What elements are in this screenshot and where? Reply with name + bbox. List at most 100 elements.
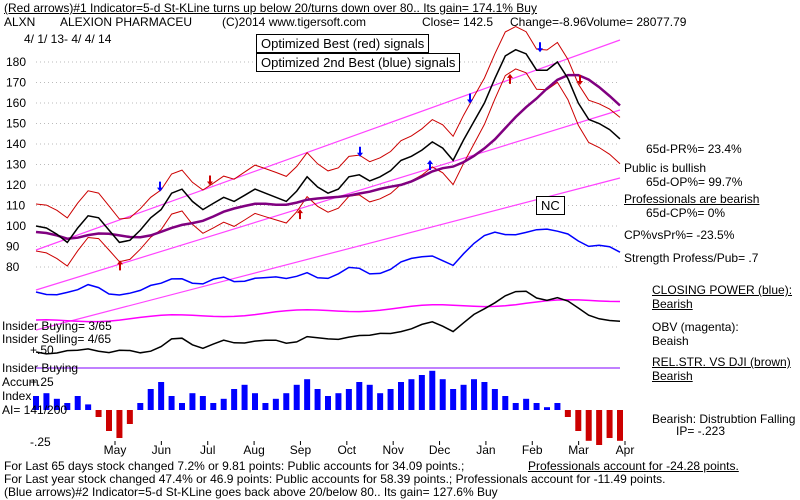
accum-bar — [387, 389, 394, 410]
accum-bar — [53, 398, 60, 410]
moving-average — [35, 73, 621, 240]
y-tick-label: 130 — [6, 158, 26, 172]
plus25-label: +.25 — [30, 375, 54, 389]
ai-label: AI= 141/200 — [2, 403, 68, 417]
accum-bar — [231, 389, 238, 410]
accum-bar — [158, 382, 165, 410]
minus25-label: -.25 — [30, 435, 51, 449]
accum-bar — [617, 410, 623, 441]
footer-line2: For Last year stock changed 47.4% or 46.… — [4, 472, 666, 486]
accum-bar — [533, 403, 540, 410]
header-line1: (Red arrows)#1 Indicator=5-d St-KLine tu… — [4, 1, 537, 15]
signal-arrow — [577, 75, 583, 85]
accum-bar — [377, 393, 384, 410]
accum-bar — [325, 396, 331, 410]
x-tick-label: Oct — [337, 443, 356, 457]
y-tick-label: 160 — [6, 96, 26, 110]
lower-indicators — [35, 228, 621, 355]
ip-text: IP= -.223 — [676, 424, 726, 438]
insider-buying-count: Insider Buying= 3/65 — [2, 319, 112, 333]
accum-bar — [272, 398, 279, 410]
accum-bar — [356, 382, 363, 410]
insider-selling-count: Insider Selling= 4/65 — [2, 332, 112, 346]
accum-bar — [575, 410, 582, 431]
pros-bearish-text: Professionals are bearish — [624, 192, 760, 206]
date-range: 4/ 1/ 13- 4/ 4/ 14 — [24, 32, 112, 46]
price-series — [35, 48, 621, 244]
accum-bar — [304, 379, 311, 410]
accum-bar — [95, 410, 102, 417]
accum-bar — [554, 403, 561, 410]
change-value: Change=-8.96 — [510, 15, 587, 29]
accum-bar — [544, 407, 550, 410]
x-tick-label: Jan — [476, 443, 495, 457]
accum-bar — [460, 384, 467, 410]
accum-bar — [585, 410, 592, 441]
accum-bar — [450, 389, 457, 410]
x-tick-label: Nov — [383, 443, 404, 457]
closing-power-label: CLOSING POWER (blue): — [652, 283, 793, 297]
accum-bar — [43, 393, 50, 410]
accum-bar — [283, 393, 290, 410]
accum-bar — [64, 403, 71, 410]
close-value: Close= 142.5 — [422, 15, 494, 29]
signal-arrow — [427, 159, 433, 170]
y-tick-label: 120 — [6, 178, 26, 192]
obv-line — [35, 298, 621, 323]
accum-bar — [481, 382, 488, 410]
accum-bar — [147, 389, 154, 410]
x-tick-label: Aug — [243, 443, 264, 457]
x-tick-label: Feb — [522, 443, 543, 457]
accum-bar — [596, 410, 603, 445]
middle-channel-line — [35, 109, 621, 291]
y-axis-tick-labels: 180 170 160 150 140 130 120 110 100 90 80 — [6, 55, 26, 274]
accum-index-histogram — [33, 367, 623, 445]
accum-bar — [512, 403, 519, 410]
accum-bar — [179, 403, 185, 410]
y-tick-label: 100 — [6, 219, 26, 233]
accum-bar — [335, 393, 342, 410]
copyright: (C)2014 www.tigersoft.com — [222, 15, 367, 29]
y-tick-label: 150 — [6, 117, 26, 131]
accum-bar — [220, 398, 227, 410]
accum-label: Accum — [2, 375, 39, 389]
upper-band — [35, 26, 621, 220]
bearish-dist-text: Bearish: Distrubtion Falling — [652, 412, 796, 426]
nc-label: NC — [536, 196, 565, 215]
closing-power-line — [35, 228, 621, 296]
accum-bar — [345, 389, 352, 410]
accum-bar — [606, 410, 613, 438]
x-tick-label: Jul — [200, 443, 215, 457]
accum-bar — [74, 396, 81, 410]
x-tick-label: Dec — [429, 443, 450, 457]
legend-red-signals: Optimized Best (red) signals — [256, 34, 430, 53]
footer-line1a: For Last 65 days stock changed 7.2% or 9… — [4, 459, 465, 473]
accum-bar — [293, 384, 300, 410]
lower-band — [35, 68, 621, 267]
relstr-label: REL.STR. VS DJI (brown) — [652, 355, 791, 369]
signal-arrow — [157, 181, 163, 192]
signal-arrow — [207, 175, 213, 186]
y-tick-label: 170 — [6, 76, 26, 90]
cp65-text: 65d-CP%= 0% — [646, 206, 726, 220]
accum-bar — [106, 410, 112, 431]
strength-text: Strength Profess/Pub= .7 — [624, 251, 759, 265]
accum-bar — [564, 410, 571, 417]
closing-power-value: Bearish — [652, 297, 693, 311]
accum-bar — [502, 396, 509, 410]
plus50-label: +.50 — [30, 343, 54, 357]
footer-line3: (Blue arrows)#2 Indicator=5-d St-KLine g… — [4, 485, 498, 499]
accum-bar — [126, 410, 133, 424]
y-tick-label: 80 — [6, 260, 20, 274]
accum-bar — [314, 389, 321, 410]
index-label: Index — [2, 389, 32, 403]
signal-arrow — [467, 93, 473, 104]
accum-bar — [189, 393, 196, 410]
lower-channel-line — [35, 177, 621, 331]
accum-bar — [210, 403, 217, 410]
x-tick-label: Apr — [616, 443, 635, 457]
accum-bar — [491, 389, 498, 410]
accum-bar — [241, 384, 248, 410]
x-axis-tick-labels: May Jun Jul Aug Sep Oct Nov Dec Jan Feb Mar Apr — [104, 443, 635, 457]
